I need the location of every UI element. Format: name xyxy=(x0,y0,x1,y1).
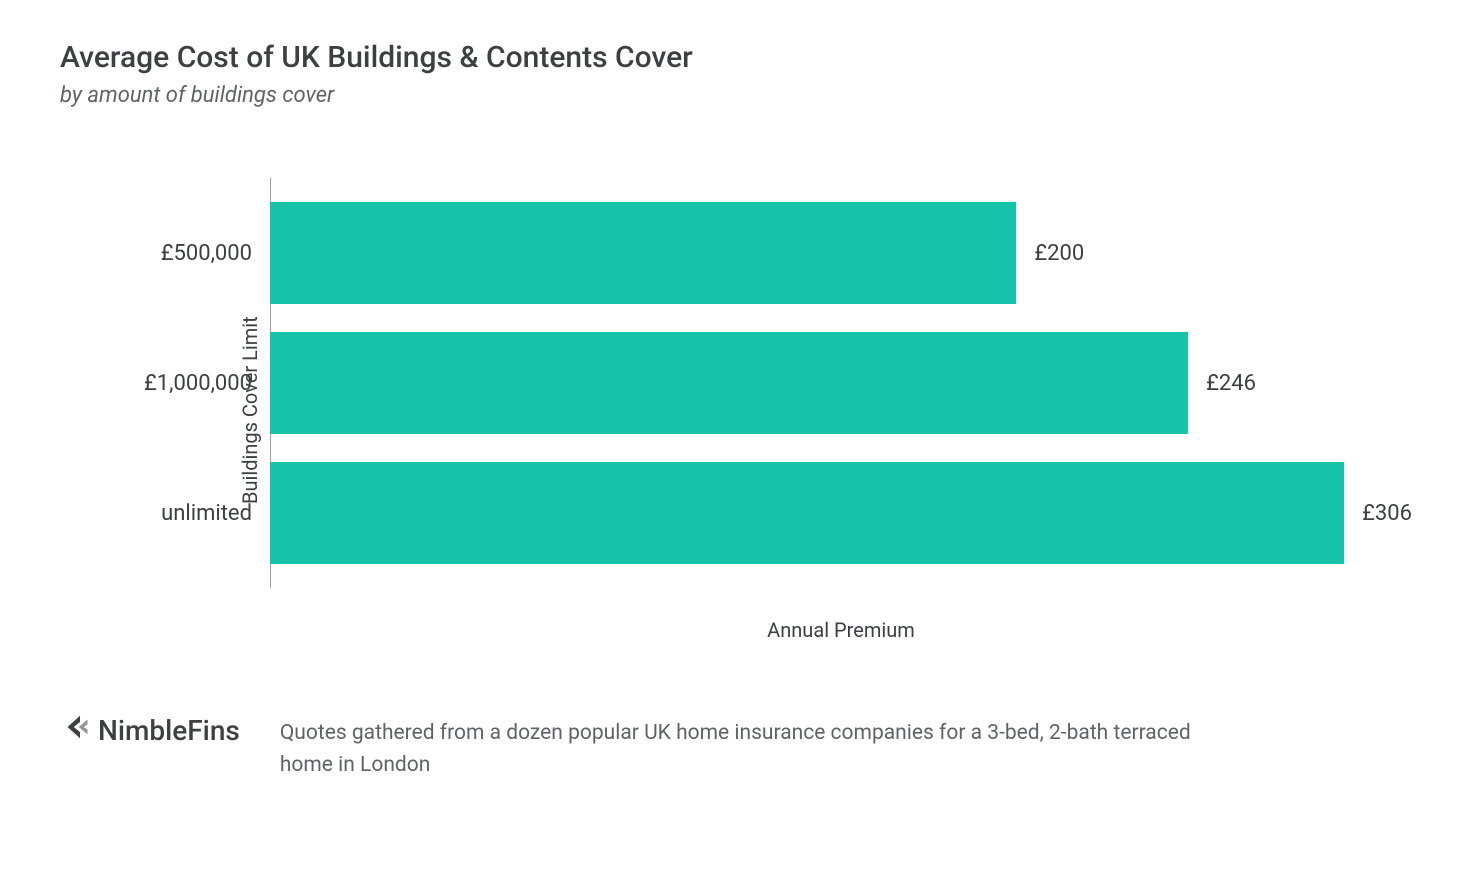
x-axis-label: Annual Premium xyxy=(270,618,1412,642)
footer: NimbleFins Quotes gathered from a dozen … xyxy=(60,712,1412,781)
chart-area: Buildings Cover Limit £500,000£200£1,000… xyxy=(60,178,1412,642)
category-label: unlimited xyxy=(100,501,270,526)
footnote: Quotes gathered from a dozen popular UK … xyxy=(280,712,1240,781)
bar xyxy=(270,462,1344,563)
value-label: £246 xyxy=(1188,371,1256,396)
category-label: £500,000 xyxy=(100,241,270,266)
bar-row: unlimited£306 xyxy=(271,448,1412,578)
bar-row: £500,000£200 xyxy=(271,188,1412,318)
bar xyxy=(270,332,1188,433)
value-label: £200 xyxy=(1016,241,1084,266)
brand-name: NimbleFins xyxy=(98,714,240,747)
brand-arrow-icon xyxy=(60,712,90,749)
bars-container: £500,000£200£1,000,000£246unlimited£306 xyxy=(270,178,1412,588)
brand: NimbleFins xyxy=(60,712,240,749)
bar xyxy=(270,202,1016,303)
chart-subtitle: by amount of buildings cover xyxy=(60,83,1412,108)
category-label: £1,000,000 xyxy=(100,371,270,396)
value-label: £306 xyxy=(1344,501,1412,526)
bar-wrap: £246 xyxy=(270,318,1412,448)
bar-row: £1,000,000£246 xyxy=(271,318,1412,448)
chart-title: Average Cost of UK Buildings & Contents … xyxy=(60,40,1412,75)
bar-wrap: £200 xyxy=(270,188,1412,318)
bar-wrap: £306 xyxy=(270,448,1412,578)
